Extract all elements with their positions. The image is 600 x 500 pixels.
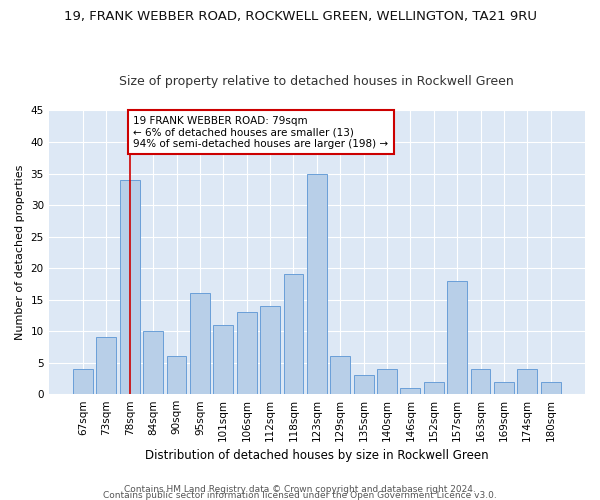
Bar bbox=[214, 325, 233, 394]
Text: 19, FRANK WEBBER ROAD, ROCKWELL GREEN, WELLINGTON, TA21 9RU: 19, FRANK WEBBER ROAD, ROCKWELL GREEN, W… bbox=[64, 10, 536, 23]
Bar bbox=[400, 388, 421, 394]
Bar bbox=[470, 369, 490, 394]
Bar bbox=[97, 338, 116, 394]
Y-axis label: Number of detached properties: Number of detached properties bbox=[15, 164, 25, 340]
Bar bbox=[517, 369, 537, 394]
X-axis label: Distribution of detached houses by size in Rockwell Green: Distribution of detached houses by size … bbox=[145, 450, 488, 462]
Bar bbox=[447, 280, 467, 394]
Bar bbox=[307, 174, 327, 394]
Bar bbox=[237, 312, 257, 394]
Bar bbox=[353, 376, 374, 394]
Bar bbox=[330, 356, 350, 394]
Bar bbox=[541, 382, 560, 394]
Text: Contains public sector information licensed under the Open Government Licence v3: Contains public sector information licen… bbox=[103, 490, 497, 500]
Bar bbox=[190, 294, 210, 394]
Bar bbox=[494, 382, 514, 394]
Bar bbox=[260, 306, 280, 394]
Title: Size of property relative to detached houses in Rockwell Green: Size of property relative to detached ho… bbox=[119, 76, 514, 88]
Text: 19 FRANK WEBBER ROAD: 79sqm
← 6% of detached houses are smaller (13)
94% of semi: 19 FRANK WEBBER ROAD: 79sqm ← 6% of deta… bbox=[133, 116, 388, 148]
Bar bbox=[377, 369, 397, 394]
Bar bbox=[284, 274, 304, 394]
Bar bbox=[120, 180, 140, 394]
Bar bbox=[167, 356, 187, 394]
Bar bbox=[73, 369, 93, 394]
Text: Contains HM Land Registry data © Crown copyright and database right 2024.: Contains HM Land Registry data © Crown c… bbox=[124, 484, 476, 494]
Bar bbox=[143, 331, 163, 394]
Bar bbox=[424, 382, 443, 394]
